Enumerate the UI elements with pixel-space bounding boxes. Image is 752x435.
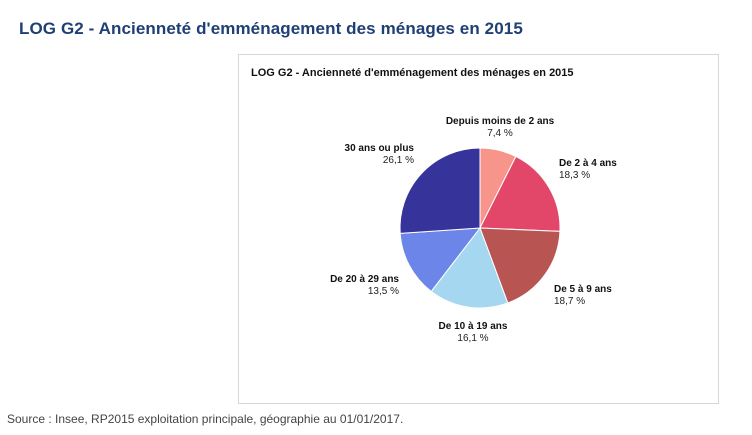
slice-value-label: 13,5 %	[368, 286, 399, 297]
slice-label: De 5 à 9 ans	[554, 284, 612, 295]
slice-label: De 20 à 29 ans	[330, 274, 399, 285]
pie-slice[interactable]	[479, 227, 561, 304]
pie-slice[interactable]	[399, 227, 482, 293]
page-title: LOG G2 - Ancienneté d'emménagement des m…	[19, 19, 523, 38]
pie-slice[interactable]	[399, 147, 481, 234]
slice-value-label: 18,3 %	[559, 170, 590, 181]
source-note: Source : Insee, RP2015 exploitation prin…	[7, 412, 404, 426]
pie-slice[interactable]	[479, 155, 561, 232]
slice-value-label: 18,7 %	[554, 296, 585, 307]
pie-slice[interactable]	[430, 226, 509, 309]
chart-title: LOG G2 - Ancienneté d'emménagement des m…	[251, 67, 574, 79]
slice-label: De 2 à 4 ans	[559, 158, 617, 169]
slice-label: Depuis moins de 2 ans	[446, 116, 555, 127]
slice-value-label: 16,1 %	[457, 333, 488, 344]
slice-value-label: 26,1 %	[383, 155, 414, 166]
slice-label: De 10 à 19 ans	[439, 321, 508, 332]
slice-label: 30 ans ou plus	[345, 143, 415, 154]
slice-value-label: 7,4 %	[487, 128, 513, 139]
chart-container: LOG G2 - Ancienneté d'emménagement des m…	[238, 54, 719, 404]
